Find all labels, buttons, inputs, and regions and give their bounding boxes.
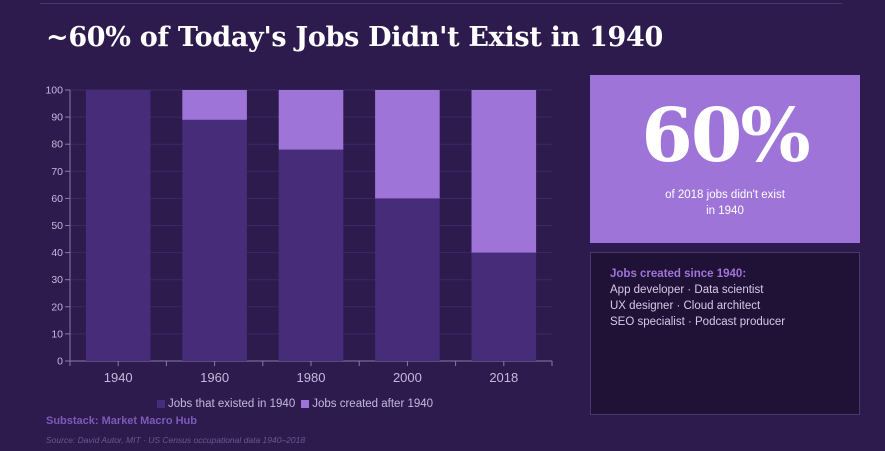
x-tick-label: 1960 xyxy=(200,370,229,385)
x-tick-label: 2018 xyxy=(489,370,518,385)
new-jobs-line: UX designer · Cloud architect xyxy=(610,300,761,312)
y-tick-label: 80 xyxy=(51,139,63,151)
stat-callout: 60% of 2018 jobs didn't exist in 1940 xyxy=(590,75,860,243)
stat-caption: of 2018 jobs didn't exist in 1940 xyxy=(665,189,785,217)
x-tick-label: 2000 xyxy=(393,370,422,385)
x-tick-label: 1980 xyxy=(297,370,326,385)
legend-item-existed: Jobs that existed in 1940 xyxy=(157,398,295,410)
bar-created xyxy=(182,90,247,120)
x-tick-label: 1940 xyxy=(104,370,133,385)
stat-value: 60% xyxy=(641,93,810,179)
bar-created xyxy=(375,90,440,199)
source-note: Source: David Autor, MIT · US Census occ… xyxy=(46,435,306,445)
y-tick-label: 0 xyxy=(57,356,63,368)
legend-item-created: Jobs created after 1940 xyxy=(301,398,433,410)
y-tick-label: 70 xyxy=(51,166,63,178)
legend-label-created: Jobs created after 1940 xyxy=(312,398,434,410)
y-tick-label: 20 xyxy=(51,301,63,313)
bar-created xyxy=(471,90,537,253)
bar-existed xyxy=(85,90,151,361)
y-tick-label: 90 xyxy=(51,112,63,124)
bar-existed xyxy=(375,198,440,361)
new-jobs-line: SEO specialist · Podcast producer xyxy=(610,316,786,328)
bar-existed xyxy=(278,149,344,361)
chart-legend: Jobs that existed in 1940 Jobs created a… xyxy=(157,398,433,410)
top-divider xyxy=(40,3,842,4)
new-jobs-panel: Jobs created since 1940: App developer ·… xyxy=(590,252,860,415)
chart-title: ~60% of Today's Jobs Didn't Exist in 194… xyxy=(46,22,663,53)
y-tick-label: 10 xyxy=(51,328,63,340)
y-tick-label: 30 xyxy=(51,274,63,286)
y-tick-label: 100 xyxy=(45,85,63,97)
y-tick-label: 60 xyxy=(51,193,63,205)
legend-swatch-existed xyxy=(157,400,165,408)
y-tick-label: 50 xyxy=(51,220,63,232)
legend-label-existed: Jobs that existed in 1940 xyxy=(168,398,296,410)
new-jobs-heading: Jobs created since 1940: xyxy=(610,268,747,280)
bar-existed xyxy=(471,252,537,361)
bar-created xyxy=(278,90,344,150)
new-jobs-line: App developer · Data scientist xyxy=(610,284,764,296)
substack-credit: Substack: Market Macro Hub xyxy=(46,415,197,427)
y-tick-label: 40 xyxy=(51,247,63,259)
bar-existed xyxy=(182,119,247,361)
legend-swatch-created xyxy=(301,400,310,408)
stacked-bar-chart: 0 10 20 30 40 50 60 70 80 90 100 1940 1960 1980 2000 20… xyxy=(45,85,553,385)
